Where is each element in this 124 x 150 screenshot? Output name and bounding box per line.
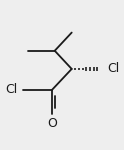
Text: O: O (47, 117, 57, 130)
Text: Cl: Cl (107, 62, 119, 75)
Text: Cl: Cl (5, 83, 17, 96)
